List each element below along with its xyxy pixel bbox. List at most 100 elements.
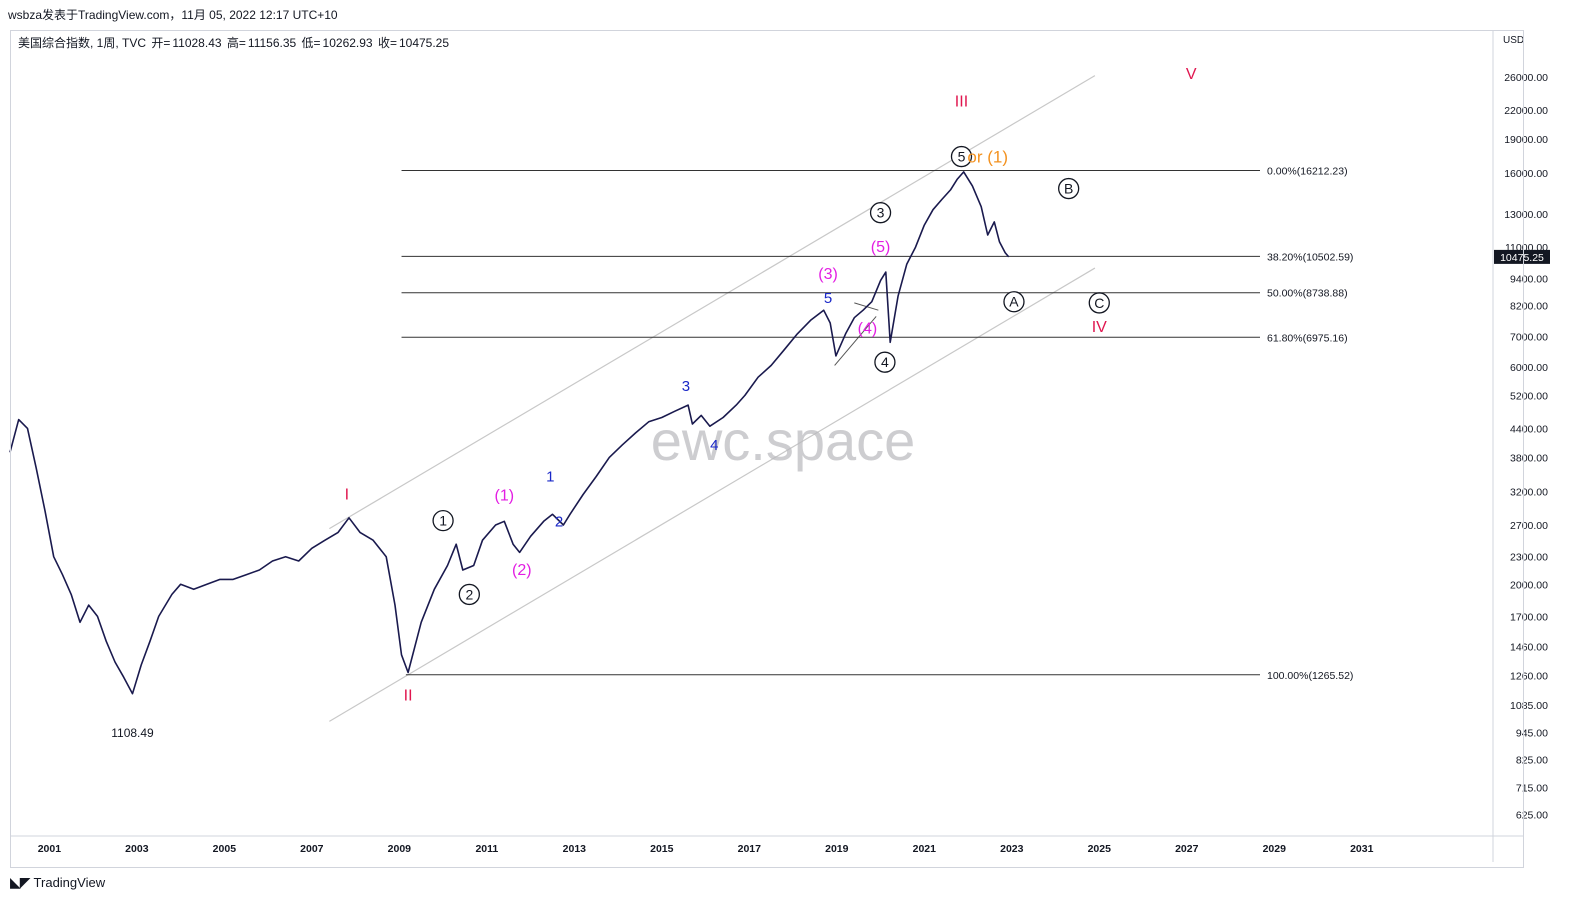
x-tick-label: 2009 <box>388 843 412 855</box>
channel-line <box>329 267 1096 722</box>
wave-label: 1 <box>546 468 554 485</box>
x-tick-label: 2001 <box>38 843 62 855</box>
high-value: 11156.35 <box>247 36 297 50</box>
y-tick-label: 1700.00 <box>1510 611 1548 623</box>
fib-level-label: 61.80%(6975.16) <box>1267 332 1348 344</box>
y-tick-label: 625.00 <box>1516 809 1548 821</box>
y-tick-label: 2300.00 <box>1510 552 1548 564</box>
fib-layer: 0.00%(16212.23) 38.20%(10502.59) 50.00%(87… <box>401 166 1353 682</box>
y-tick-label: 1260.00 <box>1510 671 1548 683</box>
wave-label: (3) <box>818 266 838 283</box>
wave-label: B <box>1064 181 1073 197</box>
y-tick-label: 825.00 <box>1516 754 1548 766</box>
wave-circle <box>950 145 973 168</box>
tradingview-logo-icon: ◣◤ <box>10 874 31 890</box>
wave-label: III <box>955 93 968 110</box>
publish-caption: wsbza发表于TradingView.com，11月 05, 2022 12:… <box>8 8 338 22</box>
y-tick-label: 26000.00 <box>1504 72 1548 84</box>
x-tick-label: 2031 <box>1350 843 1374 855</box>
wave-circle <box>1058 177 1080 200</box>
low-label: 低= <box>301 36 321 50</box>
x-tick-label: 2027 <box>1175 843 1199 855</box>
y-tick-label: 4400.00 <box>1510 423 1548 435</box>
wave-label: 4 <box>710 437 718 454</box>
wave-label: C <box>1094 295 1104 311</box>
y-tick-label: 2000.00 <box>1510 579 1548 591</box>
y-tick-label: 7000.00 <box>1510 332 1548 344</box>
wave-label: 5 <box>958 149 966 165</box>
wave-label: 5 <box>824 290 832 307</box>
wave-label: 2 <box>555 513 563 530</box>
wave-label: (4) <box>858 320 878 337</box>
tradingview-logo[interactable]: ◣◤ TradingView <box>10 874 105 891</box>
wave-circle <box>874 351 896 373</box>
price-line <box>9 171 1010 695</box>
triangle-line <box>834 316 877 366</box>
x-tick-label: 2015 <box>650 843 674 855</box>
logo-text: TradingView <box>33 875 106 890</box>
x-tick-label: 2013 <box>563 843 587 855</box>
last-price-badge <box>1494 249 1550 264</box>
wave-label: IV <box>1092 319 1107 336</box>
y-tick-label: 3200.00 <box>1510 486 1548 498</box>
wave-label: 2 <box>465 586 473 602</box>
x-tick-label: 2017 <box>738 843 762 855</box>
x-tick-label: 2025 <box>1088 843 1112 855</box>
wave-label: 3 <box>682 378 690 395</box>
y-tick-label: 16000.00 <box>1504 168 1548 180</box>
wave-circle <box>1003 291 1025 313</box>
alt-count-label: or (1) <box>967 148 1008 167</box>
close-value: 10475.25 <box>398 36 450 50</box>
channel-layer <box>329 75 1096 722</box>
x-tick-label: 2021 <box>913 843 937 855</box>
wave-label: (5) <box>871 239 891 256</box>
wave-labels-layer: IIIIIIIVV12345ABC(1)(2)(3)(4)(5)12345or … <box>345 66 1197 704</box>
y-tick-label: 22000.00 <box>1504 105 1548 117</box>
wave-label: II <box>404 687 413 704</box>
open-value: 11028.43 <box>172 36 222 50</box>
ohlc-legend: 美国综合指数, 1周, TVC 开= 11028.43 高= 11156.35 低=… <box>18 34 451 51</box>
low-value-label: 1108.49 <box>111 726 154 740</box>
wave-label: A <box>1009 294 1019 310</box>
fib-level-label: 50.00%(8738.88) <box>1267 288 1348 300</box>
y-tick-label: 2700.00 <box>1510 520 1548 532</box>
wave-circle <box>869 202 892 224</box>
close-label: 收= <box>377 36 397 50</box>
watermark-text: ewc.space <box>651 409 916 472</box>
price-layer: 1108.49 <box>9 171 1010 740</box>
wave-label: V <box>1186 66 1197 83</box>
wave-label: 3 <box>877 205 885 221</box>
last-price-label: 10475.25 <box>1500 252 1544 264</box>
y-tick-label: 19000.00 <box>1504 134 1548 146</box>
y-tick-label: 9400.00 <box>1510 273 1548 285</box>
x-tick-label: 2007 <box>300 843 324 855</box>
symbol-name[interactable]: 美国综合指数, 1周, TVC <box>18 36 147 50</box>
y-tick-label: 6000.00 <box>1510 362 1548 374</box>
y-tick-label: 1460.00 <box>1510 642 1548 654</box>
y-tick-label: 715.00 <box>1516 783 1548 795</box>
y-tick-label: 13000.00 <box>1504 209 1548 221</box>
wave-label: (1) <box>495 488 515 505</box>
fib-level-label: 38.20%(10502.59) <box>1267 251 1353 263</box>
wave-label: 4 <box>881 354 889 370</box>
wave-circle <box>432 509 454 532</box>
x-tick-label: 2005 <box>213 843 237 855</box>
fib-level-label: 0.00%(16212.23) <box>1267 166 1348 178</box>
open-label: 开= <box>151 36 171 50</box>
currency-label: USD <box>1503 35 1524 46</box>
wave-label: 1 <box>439 513 447 529</box>
wave-circle <box>458 583 480 606</box>
x-tick-label: 2019 <box>825 843 849 855</box>
y-tick-label: 3800.00 <box>1510 452 1548 464</box>
high-label: 高= <box>226 36 246 50</box>
x-tick-label: 2023 <box>1000 843 1024 855</box>
y-tick-label: 945.00 <box>1516 728 1548 740</box>
y-tick-label: 5200.00 <box>1510 390 1548 402</box>
low-value: 10262.93 <box>322 36 373 50</box>
y-tick-label: 8200.00 <box>1510 300 1548 312</box>
wave-label: I <box>345 486 349 503</box>
wave-label: (2) <box>512 562 532 579</box>
wave-circle <box>1088 292 1110 314</box>
y-tick-label: 1085.00 <box>1510 700 1548 712</box>
